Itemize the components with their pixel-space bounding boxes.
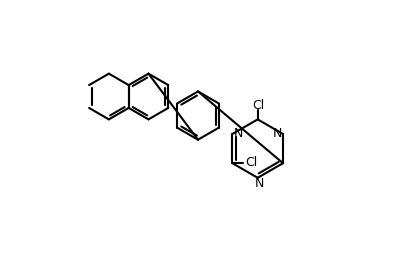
- Text: Cl: Cl: [246, 156, 258, 169]
- Text: N: N: [273, 128, 282, 140]
- Text: N: N: [233, 128, 243, 140]
- Text: Cl: Cl: [252, 99, 264, 112]
- Text: N: N: [254, 177, 264, 190]
